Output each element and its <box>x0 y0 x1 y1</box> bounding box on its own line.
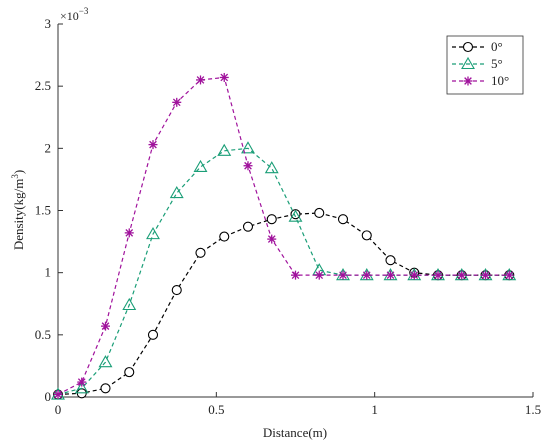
x-tick-label: 1 <box>371 402 378 417</box>
data-point <box>171 285 182 296</box>
x-tick-label: 1.5 <box>525 402 541 417</box>
data-point <box>291 270 300 280</box>
data-point <box>457 270 467 280</box>
data-point <box>314 270 324 280</box>
data-point <box>146 227 160 240</box>
data-point <box>101 321 110 331</box>
x-axis-title: Distance(m) <box>263 425 327 440</box>
data-point <box>409 270 419 280</box>
data-point <box>337 214 349 225</box>
data-point <box>217 143 232 156</box>
data-point <box>147 329 159 340</box>
y-exponent-base: ×10 <box>60 9 79 23</box>
data-point <box>338 270 348 280</box>
series-layer <box>51 72 517 400</box>
data-point <box>481 270 490 280</box>
data-point <box>193 159 208 173</box>
legend-label: 0° <box>491 39 503 54</box>
y-axis-title-text: Density(kg/m <box>11 179 26 251</box>
data-point <box>100 383 111 394</box>
data-point <box>148 140 158 150</box>
data-point <box>172 97 182 107</box>
legend-marker <box>463 76 473 86</box>
data-point <box>169 185 184 199</box>
y-tick-label: 1 <box>45 265 52 280</box>
data-point <box>74 381 89 394</box>
data-point <box>241 141 255 154</box>
legend-box <box>446 35 524 95</box>
data-point <box>243 161 253 171</box>
series-0 <box>52 207 515 400</box>
series-line <box>57 212 510 396</box>
y-axis-title-tail: ) <box>11 170 26 174</box>
data-point <box>219 72 229 82</box>
data-point <box>242 221 254 232</box>
y-axis-title: Density(kg/m3) <box>10 170 26 250</box>
data-point <box>195 247 206 258</box>
y-exponent-power: −3 <box>79 6 89 16</box>
series-1 <box>51 141 517 400</box>
data-point <box>264 161 279 174</box>
series-line <box>57 147 510 396</box>
legend-marker <box>461 56 475 70</box>
data-point <box>288 209 303 222</box>
data-point <box>504 270 514 280</box>
legend-label: 10° <box>491 73 509 88</box>
legend-marker <box>462 41 474 53</box>
y-tick-label: 2.5 <box>35 78 51 93</box>
legend-label: 5° <box>491 56 503 71</box>
y-tick-label: 3 <box>45 16 52 31</box>
y-tick-label: 2 <box>45 140 52 155</box>
axis-ticks: 0 0.5 1 1.5 0 0.5 1 1.5 2 2.5 3 <box>35 16 541 417</box>
data-point <box>124 228 134 238</box>
y-tick-label: 0 <box>45 389 52 404</box>
data-point <box>266 214 277 225</box>
data-point <box>98 355 113 368</box>
y-tick-label: 1.5 <box>35 203 51 218</box>
data-point <box>53 390 63 400</box>
data-point <box>267 234 277 244</box>
data-point <box>77 377 87 387</box>
data-point <box>196 75 205 85</box>
data-point <box>362 270 372 280</box>
y-axis-title-sup: 3 <box>10 174 20 179</box>
data-point <box>385 255 396 266</box>
data-point <box>124 367 135 378</box>
data-point <box>219 231 230 242</box>
x-tick-label: 0 <box>55 402 62 417</box>
data-point <box>386 270 395 280</box>
data-point <box>314 207 325 219</box>
data-point <box>122 297 137 311</box>
x-tick-label: 0.5 <box>208 402 224 417</box>
legend: 0° 5° 10° <box>446 35 524 95</box>
y-tick-label: 0.5 <box>35 327 51 342</box>
y-exponent-label: ×10−3 <box>60 6 89 23</box>
series-2 <box>53 72 514 400</box>
data-point <box>433 270 443 280</box>
data-point <box>361 230 372 241</box>
